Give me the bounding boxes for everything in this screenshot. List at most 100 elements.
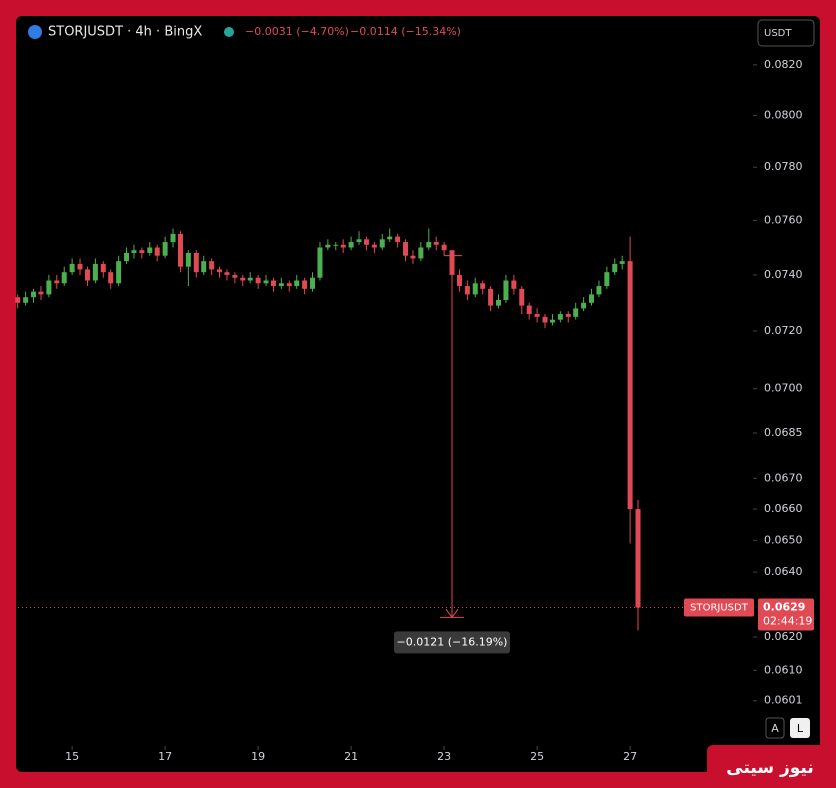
y-tick-label: 0.0670: [764, 471, 803, 484]
y-tick-label: 0.0601: [764, 694, 803, 707]
candle-body: [177, 233, 183, 267]
candle-body: [619, 261, 625, 264]
candle-body: [170, 233, 176, 243]
candle-body: [589, 294, 595, 303]
candle-body: [23, 297, 29, 303]
candle-body: [201, 261, 207, 273]
candle-body: [193, 252, 199, 273]
candle-body: [410, 255, 416, 259]
y-tick-label: 0.0610: [764, 663, 803, 676]
candle-body: [480, 283, 486, 289]
candle-body: [635, 509, 641, 608]
candle-body: [185, 252, 191, 267]
x-tick-label: 15: [65, 750, 79, 763]
auto-button[interactable]: [765, 717, 785, 739]
candle-body: [108, 272, 114, 284]
y-tick-label: 0.0780: [764, 160, 803, 173]
y-tick-label: 0.0620: [764, 630, 803, 643]
candle-body: [503, 280, 509, 300]
candle-body: [217, 269, 223, 273]
candle-body: [247, 277, 253, 281]
last-price-tag: [758, 598, 814, 631]
candle-body: [38, 291, 44, 295]
watermark-box: [707, 745, 836, 788]
candle-body: [371, 244, 377, 248]
watermark: نیوز سیتی: [726, 758, 813, 778]
currency-label: USDT: [764, 28, 792, 39]
symbol-price-tag-label: STORJUSDT: [690, 603, 749, 614]
log-label: L: [797, 722, 804, 735]
candle-body: [557, 314, 563, 320]
candle-body: [534, 314, 540, 317]
y-tick-label: 0.0640: [764, 565, 803, 578]
candle-body: [69, 263, 75, 273]
candle-body: [232, 274, 238, 278]
candle-body: [61, 272, 67, 284]
candle-body: [263, 280, 269, 284]
candle-body: [581, 302, 587, 309]
candle-body: [565, 314, 571, 317]
candle-body: [270, 280, 276, 287]
candle-body: [131, 250, 137, 253]
candle-body: [84, 269, 90, 281]
x-tick-label: 19: [251, 750, 265, 763]
candle-body: [456, 274, 462, 287]
chart-background: [16, 16, 820, 772]
candle-body: [124, 252, 130, 262]
candle-body: [240, 277, 246, 281]
candle-body: [612, 263, 618, 273]
candle-body: [317, 247, 323, 278]
candle-body: [573, 308, 579, 317]
candle-body: [31, 291, 37, 298]
symbol-icon: [28, 25, 42, 39]
last-price-label: 0.0629: [763, 601, 805, 614]
candle-body: [54, 280, 60, 284]
candle-body: [426, 242, 432, 248]
candle-body: [472, 283, 478, 295]
chart-title: STORJUSDT · 4h · BingX: [48, 25, 202, 40]
x-tick-label: 23: [437, 750, 451, 763]
candle-body: [15, 297, 21, 303]
candle-body: [46, 280, 52, 295]
x-tick-label: 25: [530, 750, 544, 763]
candle-body: [100, 263, 106, 273]
candle-body: [387, 236, 393, 240]
y-tick-label: 0.0650: [764, 533, 803, 546]
candle-body: [496, 299, 502, 306]
candle-body: [519, 288, 525, 306]
measure-arrowhead: [445, 609, 459, 619]
y-tick-label: 0.0660: [764, 502, 803, 515]
candle-body: [147, 247, 153, 253]
candle-body: [310, 277, 316, 289]
y-tick-label: 0.0720: [764, 324, 803, 337]
y-tick-label: 0.0700: [764, 382, 803, 395]
candle-body: [302, 280, 308, 289]
currency-button[interactable]: [757, 19, 815, 47]
y-tick-label: 0.0820: [764, 58, 803, 71]
change-total: −0.0114 (−15.34%): [350, 25, 461, 38]
candle-body: [255, 277, 261, 284]
candle-body: [488, 288, 494, 306]
candle-body: [403, 242, 409, 256]
candle-body: [356, 239, 362, 243]
candle-body: [526, 305, 532, 315]
log-button[interactable]: [790, 718, 810, 738]
candle-body: [92, 263, 98, 281]
symbol-price-tag: [684, 598, 754, 617]
y-tick-label: 0.0760: [764, 213, 803, 226]
candle-body: [294, 280, 300, 287]
candle-body: [395, 236, 401, 243]
candle-body: [604, 272, 610, 287]
y-tick-label: 0.0685: [764, 426, 803, 439]
candle-body: [418, 247, 424, 259]
candle-body: [162, 242, 168, 256]
candle-body: [278, 283, 284, 287]
candle-body: [464, 286, 470, 295]
candle-body: [627, 261, 633, 510]
candle-body: [441, 244, 447, 251]
candle-body: [433, 242, 439, 245]
candle-body: [542, 316, 548, 323]
x-tick-label: 21: [344, 750, 358, 763]
candle-body: [209, 261, 215, 270]
